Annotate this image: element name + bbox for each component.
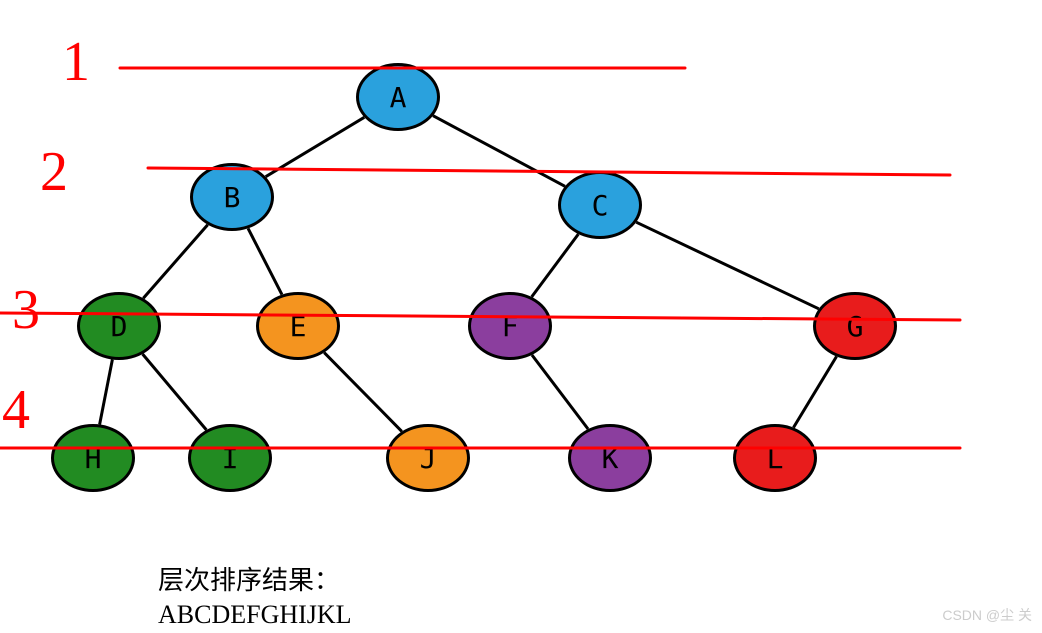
level-line-2 xyxy=(148,168,950,175)
level-line-3 xyxy=(0,313,960,320)
level-lines-layer xyxy=(0,0,1042,633)
